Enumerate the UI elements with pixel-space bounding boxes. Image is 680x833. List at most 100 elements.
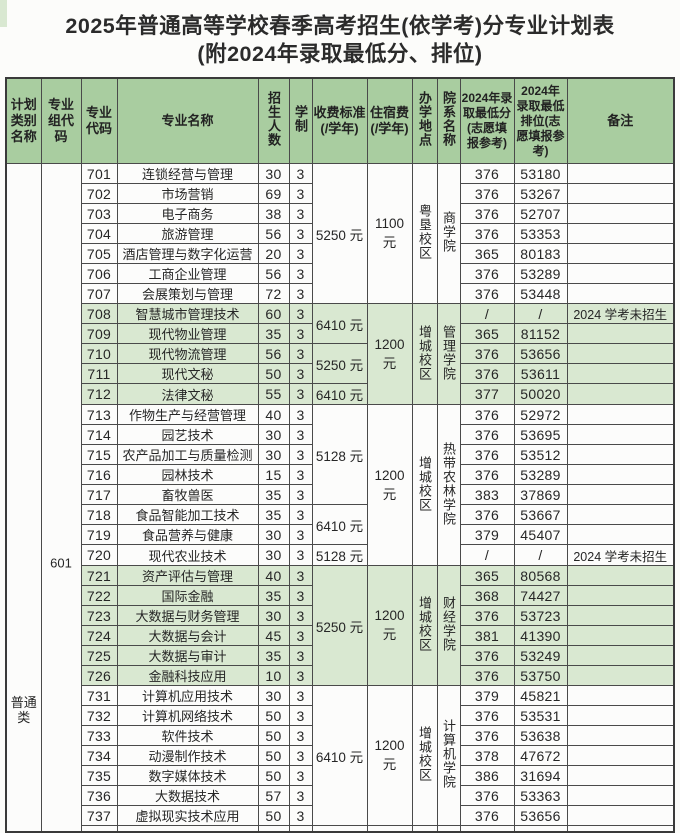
page-title: 2025年普通高等学校春季高考招生(依学考)分专业计划表 (附2024年录取最低… [0, 0, 680, 69]
header-enrollment: 招生人数 [257, 77, 290, 165]
major-name-cell: 金融科技应用 [116, 665, 259, 687]
enrollment-cell: 35 [257, 504, 290, 526]
enrollment-cell: 50 [257, 363, 290, 385]
enrollment-cell: 15 [257, 464, 290, 486]
accommodation-cell: 1100 元 [366, 163, 413, 305]
major-code-cell: 707 [80, 283, 118, 305]
major-code-cell: 722 [80, 585, 118, 607]
remark-cell [566, 323, 675, 345]
min-rank-cell: 41390 [513, 625, 568, 647]
campus-cell-text: 增城校区 [417, 596, 432, 653]
duration-cell: 3 [288, 404, 313, 426]
remark-cell [566, 565, 675, 587]
major-code-cell: 709 [80, 323, 118, 345]
remark-cell [566, 383, 675, 406]
min-rank-cell: 80568 [513, 565, 568, 587]
major-code-cell: 706 [80, 263, 118, 285]
duration-cell: 3 [288, 745, 313, 767]
min-score-cell: 365 [459, 565, 515, 587]
partial-cell [436, 825, 461, 833]
title-line-1: 2025年普通高等学校春季高考招生(依学考)分专业计划表 [65, 14, 615, 38]
tuition-cell: 5250 元 [311, 343, 368, 385]
duration-cell: 3 [288, 805, 313, 827]
campus-cell-text: 粤垦校区 [417, 204, 432, 261]
remark-cell [566, 665, 675, 687]
table-row: 731 计算机应用技术 30 3 6410 元 1200 元增城校区 计算机学院 379 458… [6, 685, 675, 827]
duration-cell: 3 [288, 524, 313, 546]
min-score-cell: 376 [459, 163, 515, 185]
enrollment-cell: 30 [257, 524, 290, 546]
major-name-cell: 资产评估与管理 [116, 565, 259, 587]
table-row: 703 电子商务 38 3 376 52707 [6, 203, 675, 225]
remark-cell [566, 424, 675, 446]
duration-cell: 3 [288, 163, 313, 185]
min-rank-cell: 53638 [513, 725, 568, 747]
duration-cell: 3 [288, 303, 313, 325]
enrollment-cell: 50 [257, 745, 290, 767]
duration-cell: 3 [288, 323, 313, 345]
campus-cell: 粤垦校区 [411, 163, 438, 305]
major-code-cell: 714 [80, 424, 118, 446]
campus-cell-text: 增城校区 [417, 324, 432, 381]
min-rank-cell: 53180 [513, 163, 568, 185]
duration-cell: 3 [288, 645, 313, 667]
table-header: 计划类别名称 专业组代码 专业代码 专业名称 招生人数 学制 收费标准(/学年)… [5, 77, 675, 165]
tuition-cell: 5250 元 [311, 565, 368, 687]
college-cell: 管理学院 [436, 303, 461, 406]
table-row: 704 旅游管理 56 3 376 53353 [6, 223, 675, 245]
duration-cell: 3 [288, 424, 313, 446]
min-score-cell: 383 [459, 484, 515, 506]
major-code-cell: 735 [80, 765, 118, 787]
enrollment-cell: 50 [257, 805, 290, 827]
min-score-cell: 376 [459, 504, 515, 526]
min-score-cell: 379 [459, 685, 515, 707]
remark-cell [566, 705, 675, 727]
header-group-code: 专业组代码 [40, 77, 82, 165]
header-college: 院系名称 [436, 77, 461, 165]
campus-cell-text: 增城校区 [417, 726, 432, 783]
min-rank-cell: 53512 [513, 444, 568, 466]
remark-cell [566, 404, 675, 426]
enrollment-cell: 20 [257, 243, 290, 265]
major-name-cell: 大数据与会计 [116, 625, 259, 647]
min-rank-cell: 53656 [513, 805, 568, 827]
enrollment-cell: 35 [257, 323, 290, 345]
min-rank-cell: 53363 [513, 785, 568, 807]
duration-cell: 3 [288, 444, 313, 466]
min-rank-cell: 53750 [513, 665, 568, 687]
min-score-cell: 376 [459, 283, 515, 305]
partial-cell [257, 825, 290, 833]
enrollment-cell: 50 [257, 765, 290, 787]
duration-cell: 3 [288, 464, 313, 486]
partial-cell [566, 825, 675, 833]
duration-cell: 3 [288, 504, 313, 526]
enrollment-cell: 30 [257, 424, 290, 446]
header-remark: 备注 [566, 77, 675, 165]
min-score-cell: 368 [459, 585, 515, 607]
major-code-cell: 723 [80, 605, 118, 627]
major-code-cell: 712 [80, 383, 118, 406]
table-body: 普通类 601 701 连锁经营与管理 30 3 5250 元 1100 元粤垦校区 商学院 37… [5, 163, 675, 833]
min-score-cell: 376 [459, 223, 515, 245]
major-code-cell: 732 [80, 705, 118, 727]
major-code-cell: 710 [80, 343, 118, 365]
min-score-cell: 379 [459, 524, 515, 546]
min-rank-cell: 81152 [513, 323, 568, 345]
table-row: 724 大数据与会计 45 3 381 41390 [6, 625, 675, 647]
title-line-2: (附2024年录取最低分、排位) [197, 41, 483, 66]
partial-row [6, 825, 675, 833]
min-rank-cell: 53667 [513, 504, 568, 526]
major-name-cell: 现代物流管理 [116, 343, 259, 365]
major-name-cell: 旅游管理 [116, 223, 259, 245]
enrollment-cell: 30 [257, 163, 290, 185]
major-name-cell: 现代农业技术 [116, 544, 259, 567]
remark-cell [566, 685, 675, 707]
duration-cell: 3 [288, 705, 313, 727]
major-code-cell: 703 [80, 203, 118, 225]
min-score-cell: 376 [459, 263, 515, 285]
min-rank-cell: 74427 [513, 585, 568, 607]
remark-cell [566, 625, 675, 647]
header-duration: 学制 [288, 77, 313, 165]
table-row: 726 金融科技应用 10 3 376 53750 [6, 665, 675, 687]
major-code-cell: 724 [80, 625, 118, 647]
